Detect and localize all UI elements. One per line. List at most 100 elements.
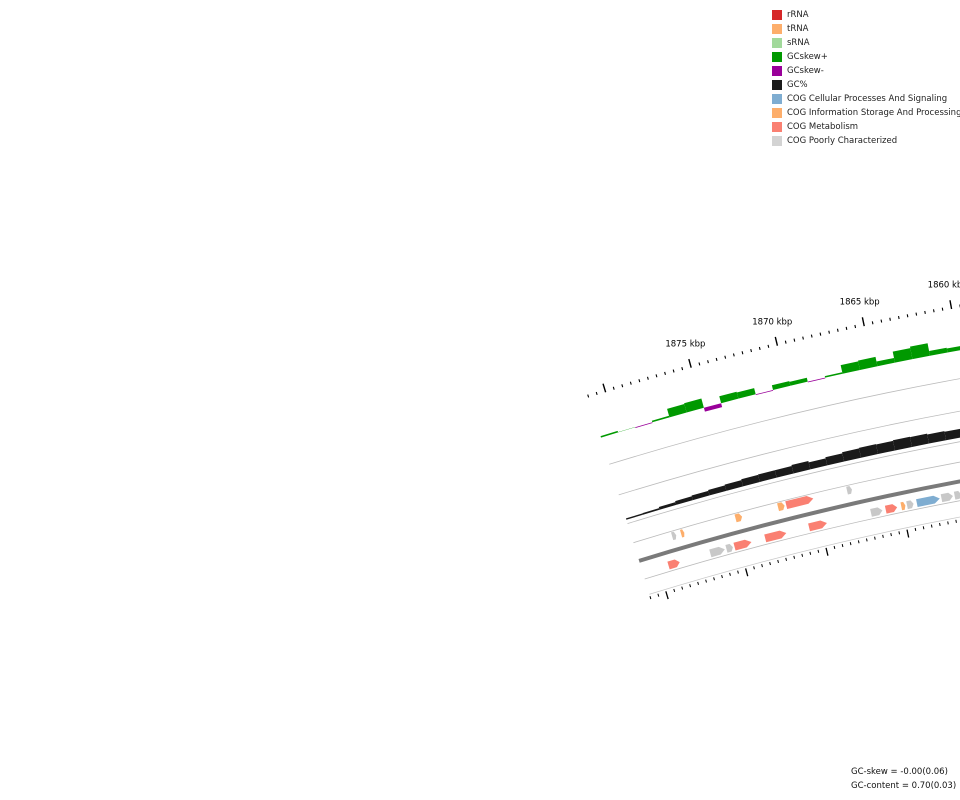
minor-tick bbox=[924, 310, 926, 315]
gc-skew-positive-bar bbox=[789, 377, 808, 386]
minor-tick bbox=[784, 340, 787, 344]
minor-tick bbox=[802, 336, 804, 340]
genome-backbone bbox=[638, 479, 960, 563]
inner-minor-tick bbox=[705, 579, 707, 583]
legend-label-cog-poorly: COG Poorly Characterized bbox=[787, 136, 898, 146]
inner-minor-tick bbox=[849, 542, 852, 546]
gene-forward bbox=[846, 485, 852, 495]
inner-minor-tick bbox=[865, 538, 868, 542]
minor-tick bbox=[871, 321, 874, 325]
minor-tick bbox=[646, 376, 649, 380]
gc-skew-positive-bar bbox=[946, 346, 960, 353]
minor-tick bbox=[767, 344, 770, 348]
track-ring bbox=[644, 500, 960, 580]
inner-minor-tick bbox=[922, 526, 925, 530]
gene-forward bbox=[785, 496, 814, 510]
legend-item-gcskew-plus: GCskew+ bbox=[772, 50, 960, 64]
tick-label: 1860 kbp bbox=[928, 280, 960, 290]
gc-skew-positive-bar bbox=[684, 398, 704, 413]
track-ring bbox=[609, 378, 960, 465]
legend-label-gc-percent: GC% bbox=[787, 80, 808, 90]
legend-item-gc-percent: GC% bbox=[772, 78, 960, 92]
minor-tick bbox=[715, 357, 718, 361]
gene-reverse bbox=[940, 492, 953, 503]
gc-skew-positive-bar bbox=[736, 388, 756, 399]
inner-minor-tick bbox=[809, 551, 812, 555]
inner-minor-tick bbox=[769, 561, 771, 566]
inner-minor-tick bbox=[874, 536, 876, 540]
gc-content-track bbox=[625, 428, 960, 520]
inner-minor-tick bbox=[833, 545, 836, 550]
minor-tick bbox=[707, 360, 709, 364]
gene-forward bbox=[777, 502, 785, 512]
legend-item-gcskew-minus: GCskew- bbox=[772, 64, 960, 78]
gc-content-bar bbox=[724, 480, 744, 491]
gc-content-bar bbox=[691, 490, 710, 501]
gene-reverse bbox=[733, 539, 752, 551]
gc-skew-positive-bar bbox=[667, 404, 687, 418]
minor-tick bbox=[828, 330, 830, 334]
gc-skew-positive-bar bbox=[857, 356, 878, 370]
legend-label-gcskew-plus: GCskew+ bbox=[787, 52, 828, 62]
gc-content-bar bbox=[825, 453, 845, 466]
inner-minor-tick bbox=[930, 524, 933, 528]
legend-swatch-gc-percent bbox=[772, 80, 782, 90]
inner-minor-tick bbox=[689, 584, 692, 588]
gc-skew-positive-bar bbox=[617, 426, 636, 433]
inner-major-tick bbox=[665, 591, 669, 600]
minor-tick bbox=[750, 348, 753, 353]
inner-minor-tick bbox=[649, 596, 652, 600]
minor-tick bbox=[819, 332, 822, 336]
legend-label-cog-metabolism: COG Metabolism bbox=[787, 122, 859, 132]
gene-reverse bbox=[953, 490, 960, 500]
gc-skew-positive-bar bbox=[876, 357, 895, 367]
minor-tick bbox=[941, 307, 944, 311]
inner-minor-tick bbox=[890, 533, 892, 537]
gene-reverse bbox=[870, 507, 883, 517]
minor-tick bbox=[810, 334, 813, 338]
legend-label-cog-cellular: COG Cellular Processes And Signaling bbox=[787, 94, 948, 104]
legend-item-cog-information: COG Information Storage And Processing bbox=[772, 106, 960, 120]
inner-minor-tick bbox=[673, 588, 676, 592]
gc-content-bar bbox=[944, 428, 960, 441]
major-tick bbox=[602, 383, 607, 393]
gene-reverse bbox=[900, 501, 906, 511]
gc-skew-positive-bar bbox=[651, 415, 670, 423]
genome-stats: GC-skew = -0.00(0.06) GC-content = 0.70(… bbox=[851, 765, 956, 793]
inner-minor-tick bbox=[841, 543, 844, 548]
gc-skew-positive-bar bbox=[840, 361, 860, 374]
minor-tick bbox=[638, 379, 641, 383]
inner-minor-tick bbox=[697, 581, 699, 585]
minor-tick bbox=[758, 346, 761, 351]
gene-reverse bbox=[906, 500, 914, 510]
gene-reverse bbox=[725, 543, 733, 553]
minor-tick bbox=[845, 326, 848, 330]
minor-tick bbox=[793, 338, 796, 342]
legend-swatch-cog-cellular bbox=[772, 94, 782, 104]
minor-tick bbox=[664, 371, 666, 375]
inner-ring bbox=[649, 516, 960, 595]
gene-reverse bbox=[709, 546, 725, 558]
inner-minor-tick bbox=[817, 549, 820, 553]
gc-skew-positive-bar bbox=[909, 343, 930, 360]
minor-tick bbox=[741, 351, 744, 355]
minor-tick bbox=[932, 309, 935, 313]
gc-content-bar bbox=[675, 496, 693, 505]
legend-swatch-cog-poorly bbox=[772, 136, 782, 146]
legend-swatch-srna bbox=[772, 38, 782, 48]
gene-reverse bbox=[884, 504, 898, 514]
gc-content-bar bbox=[625, 513, 643, 520]
gc-skew-positive-bar bbox=[929, 347, 948, 356]
inner-minor-tick bbox=[801, 553, 804, 557]
gc-content-bar bbox=[875, 440, 896, 455]
inner-minor-tick bbox=[785, 557, 787, 561]
legend-label-gcskew-minus: GCskew- bbox=[787, 66, 824, 76]
tick-label: 1865 kbp bbox=[840, 298, 880, 308]
inner-minor-tick bbox=[753, 566, 755, 570]
minor-tick bbox=[724, 355, 727, 359]
legend-label-rrna: rRNA bbox=[787, 10, 809, 20]
gc-skew-negative-bar bbox=[703, 403, 723, 412]
track-ring bbox=[618, 410, 960, 496]
legend-item-cog-metabolism: COG Metabolism bbox=[772, 120, 960, 134]
